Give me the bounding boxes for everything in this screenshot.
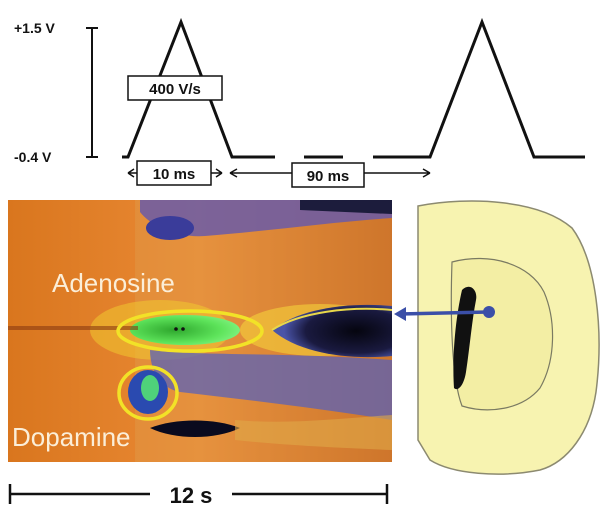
duration-arrow-right bbox=[211, 168, 223, 178]
interval-arrow-right bbox=[364, 168, 431, 178]
lower-blue-field bbox=[150, 350, 392, 420]
color-plot bbox=[8, 200, 392, 462]
probe-line bbox=[399, 310, 489, 316]
scan-rate-box bbox=[127, 75, 223, 101]
duration-arrow-left bbox=[127, 168, 137, 178]
time-scale-label: 12 s bbox=[170, 483, 213, 507]
probe-arrowhead bbox=[394, 307, 406, 321]
bottom-black-lens bbox=[150, 420, 240, 437]
bottom-orange-band bbox=[235, 415, 392, 450]
adenosine-signal bbox=[130, 315, 240, 345]
brain-slice bbox=[417, 200, 600, 475]
probe-pointer bbox=[394, 306, 495, 321]
signal-dot bbox=[174, 327, 178, 331]
scan-duration-label: 10 ms bbox=[153, 166, 196, 183]
adenosine-circle bbox=[116, 309, 264, 353]
adenosine-label: Adenosine bbox=[52, 268, 175, 298]
probe-tip bbox=[483, 306, 495, 318]
scan-waveform-2 bbox=[373, 17, 585, 159]
scan-waveform-1 bbox=[122, 17, 275, 159]
time-scale-bar: 12 s bbox=[8, 483, 389, 507]
top-blue-spot bbox=[146, 216, 194, 240]
interval-label: 90 ms bbox=[307, 168, 350, 185]
interval-arrow-left bbox=[229, 168, 292, 178]
top-dark-strip bbox=[300, 200, 392, 214]
dopamine-green-core bbox=[141, 375, 159, 401]
waveform-diagram: +1.5 V -0.4 V 400 V/s 10 ms 90 ms bbox=[14, 17, 585, 188]
interval-box bbox=[291, 162, 365, 188]
signal-dot bbox=[181, 327, 185, 331]
lens-edge bbox=[271, 307, 392, 331]
voltage-high-label: +1.5 V bbox=[14, 20, 56, 36]
dopamine-circle bbox=[117, 365, 179, 421]
dopamine-label: Dopamine bbox=[12, 422, 131, 452]
scan-rate-label: 400 V/s bbox=[149, 81, 201, 98]
baseline-stripe bbox=[8, 326, 138, 330]
voltage-low-label: -0.4 V bbox=[14, 149, 52, 165]
